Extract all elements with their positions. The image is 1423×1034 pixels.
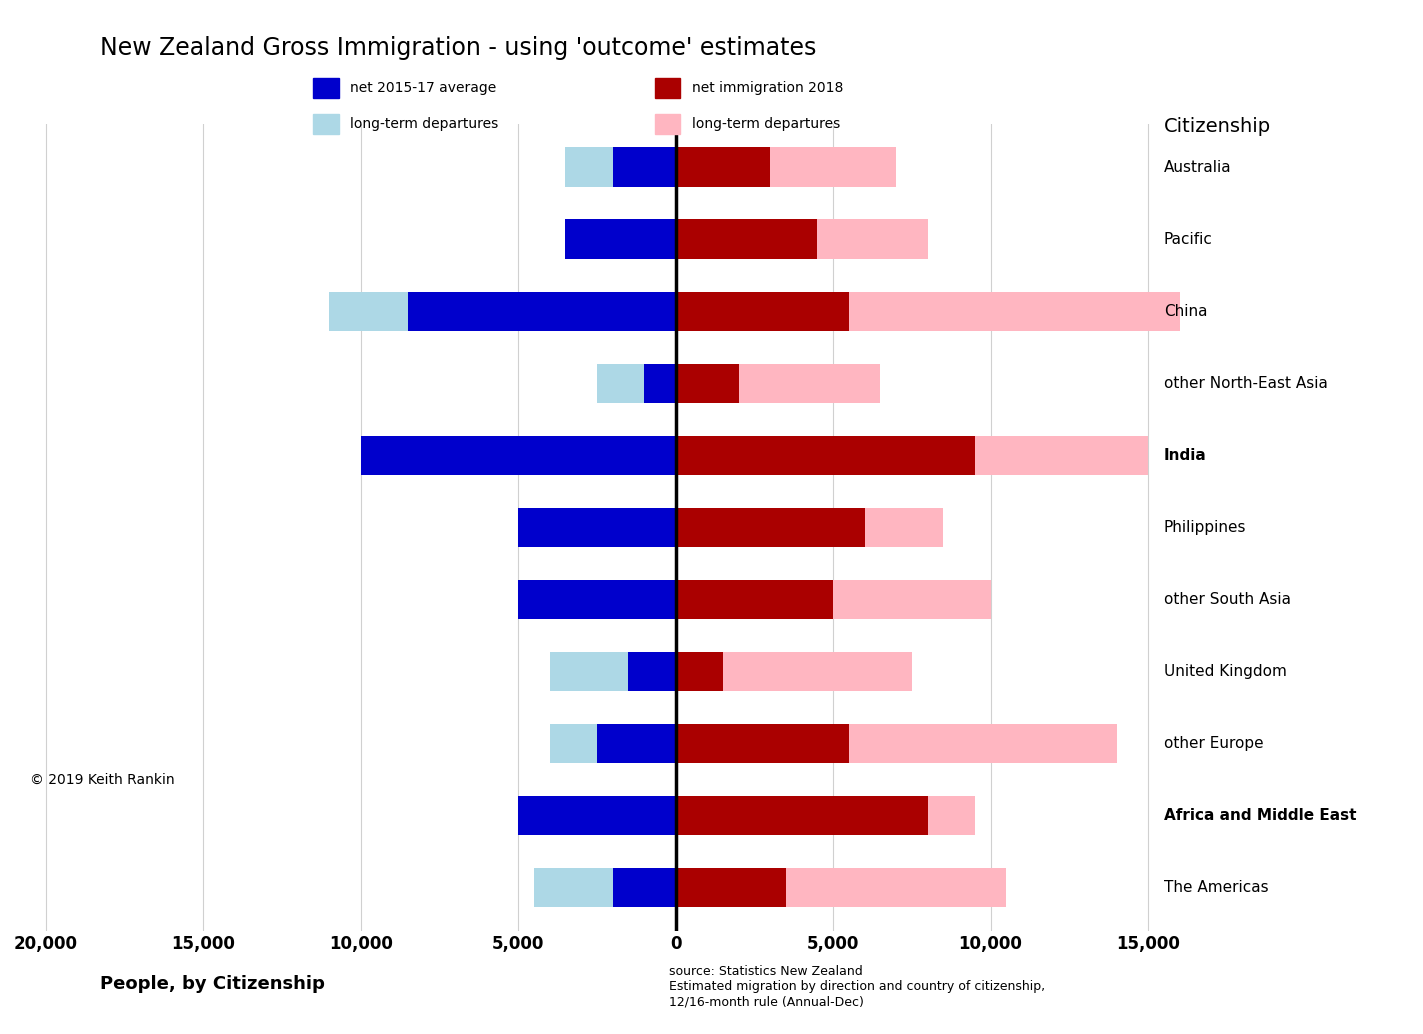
Text: other North-East Asia: other North-East Asia (1164, 375, 1328, 391)
Bar (518, 508, 676, 547)
Bar (613, 868, 676, 907)
Text: source: Statistics New Zealand
Estimated migration by direction and country of c: source: Statistics New Zealand Estimated… (669, 965, 1044, 1008)
Text: Philippines: Philippines (1164, 520, 1247, 535)
Bar (676, 868, 785, 907)
Bar (549, 651, 629, 691)
Bar (534, 868, 613, 907)
Bar (723, 651, 912, 691)
Bar (850, 292, 1180, 331)
Text: other Europe: other Europe (1164, 736, 1264, 751)
Text: © 2019 Keith Rankin: © 2019 Keith Rankin (30, 772, 175, 787)
Text: People, by Citizenship: People, by Citizenship (100, 975, 324, 993)
Bar (518, 579, 676, 619)
Text: net 2015-17 average: net 2015-17 average (350, 81, 497, 95)
Bar (770, 148, 896, 187)
Bar (565, 148, 613, 187)
Text: other South Asia: other South Asia (1164, 591, 1291, 607)
Bar (676, 364, 739, 403)
Bar (596, 364, 645, 403)
Text: New Zealand Gross Immigration - using 'outcome' estimates: New Zealand Gross Immigration - using 'o… (100, 36, 815, 60)
Bar (549, 724, 596, 763)
Bar (676, 292, 850, 331)
Bar (565, 219, 676, 260)
Bar (676, 724, 850, 763)
Text: Australia: Australia (1164, 160, 1231, 175)
Bar (785, 868, 1006, 907)
Bar (676, 508, 865, 547)
Bar (329, 292, 408, 331)
Text: China: China (1164, 304, 1207, 318)
Text: The Americas: The Americas (1164, 880, 1268, 894)
Bar (676, 579, 832, 619)
Bar (739, 364, 881, 403)
Bar (676, 795, 928, 835)
Bar (975, 435, 1148, 476)
Text: United Kingdom: United Kingdom (1164, 664, 1286, 679)
Bar (832, 579, 990, 619)
Bar (518, 795, 676, 835)
Text: India: India (1164, 448, 1207, 463)
Bar (408, 292, 676, 331)
Bar (596, 724, 676, 763)
Bar (360, 435, 534, 476)
Bar (676, 651, 723, 691)
Bar (518, 795, 645, 835)
Bar (613, 148, 676, 187)
Bar (518, 508, 645, 547)
Bar (565, 219, 596, 260)
Bar (676, 148, 770, 187)
Bar (850, 724, 1117, 763)
Bar (518, 579, 565, 619)
Text: Citizenship: Citizenship (1164, 117, 1271, 135)
Bar (676, 219, 817, 260)
Bar (629, 651, 676, 691)
Bar (928, 795, 975, 835)
Text: Africa and Middle East: Africa and Middle East (1164, 808, 1356, 823)
Bar (676, 435, 975, 476)
Bar (865, 508, 943, 547)
Bar (645, 364, 676, 403)
Bar (817, 219, 928, 260)
Text: net immigration 2018: net immigration 2018 (692, 81, 842, 95)
Text: long-term departures: long-term departures (692, 117, 840, 131)
Text: Pacific: Pacific (1164, 232, 1212, 247)
Bar (360, 435, 676, 476)
Text: long-term departures: long-term departures (350, 117, 498, 131)
